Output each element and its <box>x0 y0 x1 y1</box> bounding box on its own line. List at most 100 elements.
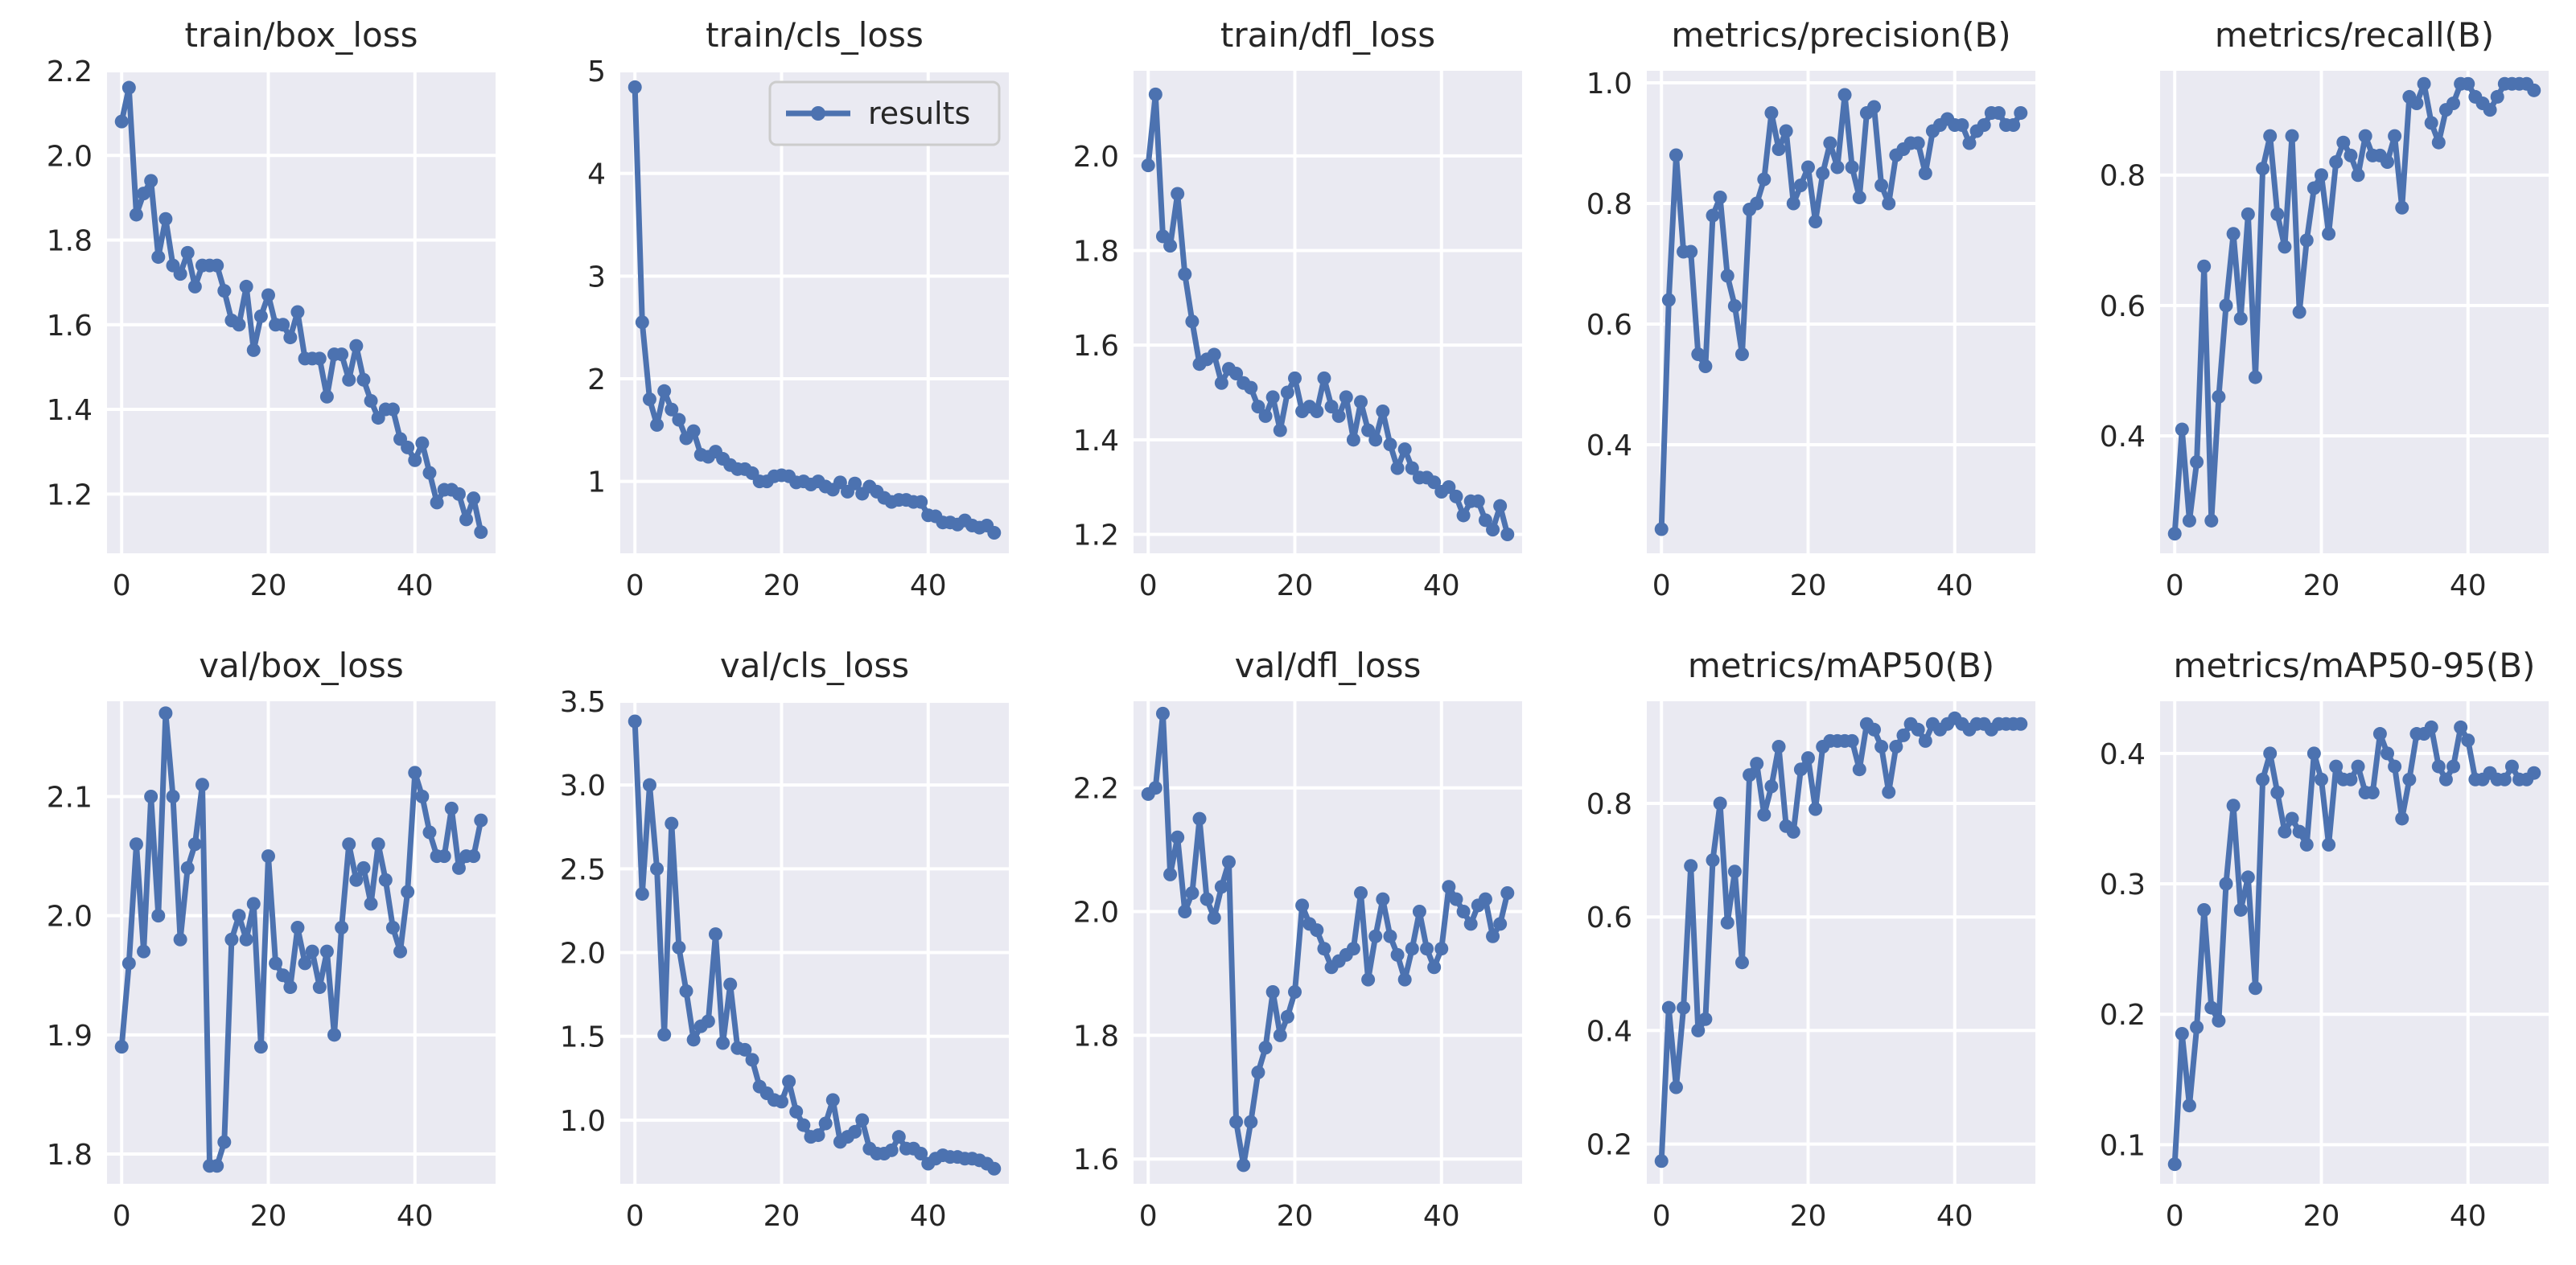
data-point <box>2322 837 2336 852</box>
data-point <box>1764 106 1779 120</box>
data-point <box>665 816 679 831</box>
data-point <box>195 778 209 792</box>
data-point <box>2527 83 2541 97</box>
data-point <box>1478 892 1492 906</box>
x-tick-label: 40 <box>1423 1200 1460 1233</box>
data-point <box>2409 97 2424 111</box>
data-point <box>144 174 158 188</box>
y-tick-label: 1 <box>587 466 606 499</box>
data-point <box>2014 717 2028 731</box>
subplot-metrics-map50-b: 0 20 40 0.2 0.4 0.6 0.8 metrics/mAP50(B) <box>1586 646 2035 1233</box>
y-tick-label: 3.5 <box>560 686 606 719</box>
data-point <box>422 466 437 480</box>
x-tick-label: 40 <box>2450 1200 2487 1233</box>
data-point <box>151 909 166 923</box>
data-point <box>1207 347 1221 362</box>
data-point <box>444 801 459 815</box>
data-point <box>1793 762 1808 777</box>
y-tick-label: 0.1 <box>2100 1129 2146 1162</box>
data-point <box>1654 522 1669 536</box>
data-point <box>1171 187 1185 201</box>
data-point <box>2241 870 2255 885</box>
plot-area <box>620 701 1009 1184</box>
data-point <box>1734 955 1749 970</box>
data-point <box>1830 160 1845 175</box>
data-point <box>2314 168 2328 183</box>
data-point <box>914 495 928 509</box>
data-point <box>650 417 665 432</box>
y-tick-label: 1.0 <box>560 1105 606 1138</box>
data-point <box>1713 191 1727 204</box>
data-point <box>261 849 275 864</box>
plot-area <box>1134 701 1522 1184</box>
plot-area <box>2160 71 2549 553</box>
data-point <box>1390 947 1405 962</box>
data-point <box>1295 898 1310 913</box>
data-point <box>114 1040 129 1054</box>
data-point <box>2402 772 2417 787</box>
data-point <box>1889 739 1903 754</box>
data-point <box>1376 405 1390 419</box>
subplot-title: train/cls_loss <box>706 15 924 55</box>
data-point <box>1493 499 1508 513</box>
data-point <box>1750 757 1764 771</box>
data-point <box>2344 148 2358 162</box>
data-point <box>319 389 334 404</box>
data-point <box>224 932 239 947</box>
y-tick-label: 1.4 <box>1073 425 1119 458</box>
data-point <box>1500 885 1515 900</box>
data-point <box>1244 380 1258 395</box>
subplot-title: metrics/mAP50(B) <box>1688 646 1994 685</box>
data-point <box>628 714 642 729</box>
data-point <box>2381 155 2395 170</box>
data-point <box>855 1113 870 1127</box>
data-point <box>2204 1000 2219 1015</box>
data-point <box>1287 985 1302 1000</box>
data-point <box>2358 129 2372 143</box>
data-point <box>2256 772 2270 787</box>
legend-marker <box>811 106 825 121</box>
data-point <box>796 1118 811 1132</box>
data-point <box>2226 227 2241 241</box>
data-point <box>1867 100 1882 114</box>
data-point <box>474 525 488 540</box>
data-point <box>1244 1115 1258 1129</box>
data-point <box>745 1053 759 1067</box>
data-point <box>1493 917 1508 931</box>
data-point <box>253 309 268 323</box>
data-point <box>1155 229 1170 244</box>
data-point <box>217 1135 232 1149</box>
data-point <box>180 860 195 875</box>
data-point <box>1207 910 1221 925</box>
subplot-train-dfl-loss: 0 20 40 1.2 1.4 1.6 1.8 2.0 train/dfl_loss <box>1073 15 1522 602</box>
data-point <box>2248 981 2262 996</box>
data-point <box>312 351 327 366</box>
data-point <box>1346 433 1360 447</box>
data-point <box>1882 196 1896 211</box>
y-tick-label: 2.0 <box>1073 141 1119 174</box>
data-point <box>1397 972 1412 987</box>
data-point <box>1684 244 1698 259</box>
data-point <box>335 920 349 934</box>
data-point <box>2329 155 2344 170</box>
plot-area <box>1647 701 2035 1184</box>
x-tick-label: 20 <box>1790 569 1827 602</box>
data-point <box>1324 400 1339 414</box>
data-point <box>349 873 364 887</box>
data-point <box>1478 513 1492 528</box>
data-point <box>1486 929 1500 943</box>
x-tick-label: 40 <box>1936 1200 1973 1233</box>
data-point <box>1991 106 2006 120</box>
data-point <box>1677 1000 1691 1015</box>
data-point <box>716 1036 730 1050</box>
data-point <box>2306 181 2321 195</box>
data-point <box>2182 513 2196 528</box>
data-point <box>187 279 202 294</box>
data-point <box>1757 172 1772 187</box>
data-point <box>1237 1158 1251 1173</box>
data-point <box>1896 728 1911 742</box>
data-point <box>1427 960 1442 975</box>
data-point <box>1852 191 1866 204</box>
data-point <box>657 384 672 398</box>
subplot-title: metrics/recall(B) <box>2215 15 2494 55</box>
